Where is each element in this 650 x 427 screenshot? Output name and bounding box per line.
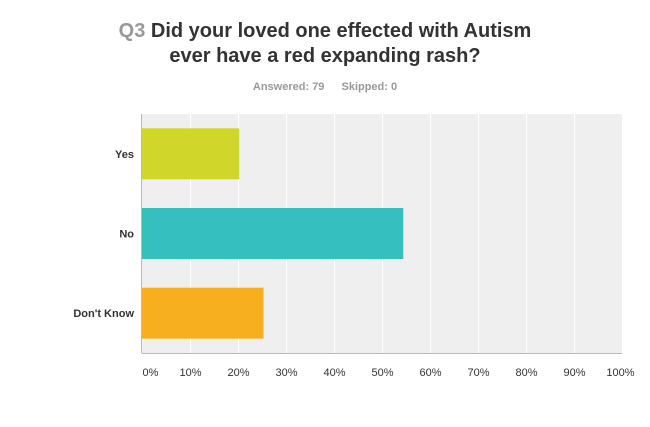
category-label: Yes <box>115 149 134 161</box>
bar-no <box>142 208 404 259</box>
x-tick-label: 70% <box>467 367 489 379</box>
x-tick-label: 80% <box>515 367 537 379</box>
x-tick-label: 40% <box>323 367 345 379</box>
x-tick-label: 20% <box>227 367 249 379</box>
x-tick-label: 100% <box>606 367 634 379</box>
x-tick-label: 90% <box>563 367 585 379</box>
category-label: Don't Know <box>73 308 134 320</box>
question-number: Q3 <box>118 20 146 42</box>
x-tick-label: 50% <box>371 367 393 379</box>
question-text-line-2: ever have a red expanding rash? <box>169 45 481 67</box>
category-label: No <box>119 229 134 241</box>
x-tick-label: 30% <box>275 367 297 379</box>
x-tick-labels: 0% 10% 20% 30% 40% 50% 60% 70% 80% 90% 100% <box>143 367 635 379</box>
bar-yes <box>142 128 240 180</box>
x-tick-label: 10% <box>179 367 201 379</box>
x-tick-label: 0% <box>143 367 159 379</box>
bar-don-t-know <box>142 287 264 339</box>
x-tick-label: 60% <box>419 367 441 379</box>
answered-count: Answered: 79 <box>252 81 325 93</box>
category-labels: Yes No Don't Know <box>73 149 134 320</box>
bars <box>142 128 404 339</box>
question-title: Q3 Did your loved one effected with Auti… <box>0 19 650 69</box>
question-text-line-1: Did your loved one effected with Autism <box>150 20 532 42</box>
question-title-line-1: Q3 Did your loved one effected with Auti… <box>0 19 650 44</box>
skipped-count: Skipped: 0 <box>341 81 398 93</box>
response-stats: Answered: 79 Skipped: 0 <box>0 81 650 93</box>
